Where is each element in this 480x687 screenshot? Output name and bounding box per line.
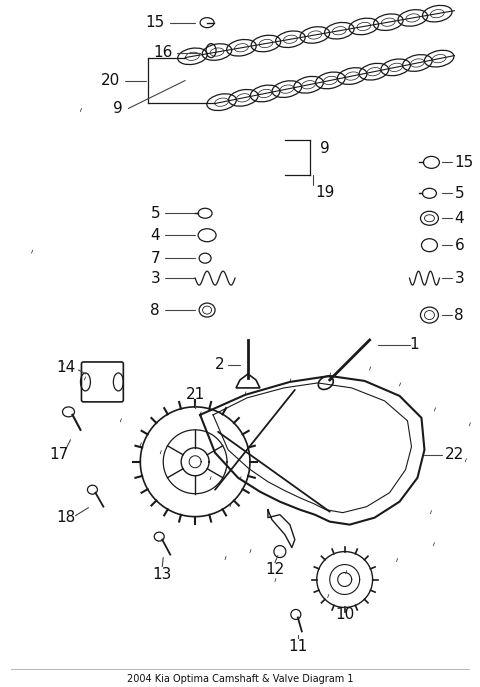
Text: 4: 4 <box>150 227 160 243</box>
Text: 6: 6 <box>455 238 464 253</box>
Text: 3: 3 <box>150 271 160 286</box>
Text: 10: 10 <box>335 607 354 622</box>
Text: 9: 9 <box>113 101 123 116</box>
Ellipse shape <box>302 80 315 89</box>
Ellipse shape <box>235 44 248 52</box>
Ellipse shape <box>389 63 403 71</box>
Ellipse shape <box>284 35 297 43</box>
Ellipse shape <box>318 376 333 390</box>
Text: 7: 7 <box>150 251 160 266</box>
Text: 1: 1 <box>410 337 420 352</box>
Ellipse shape <box>432 54 446 63</box>
Text: 11: 11 <box>288 639 308 654</box>
Ellipse shape <box>308 31 322 39</box>
Text: 22: 22 <box>444 447 464 462</box>
Text: 12: 12 <box>265 562 285 577</box>
Ellipse shape <box>345 72 359 80</box>
Text: 14: 14 <box>56 361 75 376</box>
Ellipse shape <box>258 89 272 98</box>
Ellipse shape <box>280 85 294 93</box>
Text: 3: 3 <box>455 271 464 286</box>
Ellipse shape <box>357 23 371 30</box>
Text: 9: 9 <box>320 141 330 156</box>
Text: 2: 2 <box>215 357 225 372</box>
Text: 19: 19 <box>315 185 335 200</box>
Text: 15: 15 <box>145 15 165 30</box>
Ellipse shape <box>186 52 199 60</box>
Ellipse shape <box>333 27 346 35</box>
Ellipse shape <box>237 93 250 102</box>
Text: 21: 21 <box>185 387 205 403</box>
Ellipse shape <box>210 48 224 56</box>
Text: 13: 13 <box>153 567 172 582</box>
Ellipse shape <box>367 67 381 76</box>
Text: 16: 16 <box>154 45 173 60</box>
Ellipse shape <box>406 14 420 22</box>
Text: 20: 20 <box>101 73 120 88</box>
Text: 8: 8 <box>455 308 464 323</box>
Ellipse shape <box>259 39 273 47</box>
Text: 5: 5 <box>455 185 464 201</box>
Text: 4: 4 <box>455 211 464 226</box>
Text: 15: 15 <box>455 155 474 170</box>
Text: 5: 5 <box>150 206 160 221</box>
Ellipse shape <box>410 59 424 67</box>
Ellipse shape <box>324 76 337 85</box>
Text: 8: 8 <box>150 302 160 317</box>
Text: 18: 18 <box>56 510 75 525</box>
Ellipse shape <box>215 98 228 106</box>
Text: 17: 17 <box>49 447 68 462</box>
Ellipse shape <box>382 18 395 26</box>
Text: 2004 Kia Optima Camshaft & Valve Diagram 1: 2004 Kia Optima Camshaft & Valve Diagram… <box>127 675 353 684</box>
Ellipse shape <box>431 10 444 18</box>
